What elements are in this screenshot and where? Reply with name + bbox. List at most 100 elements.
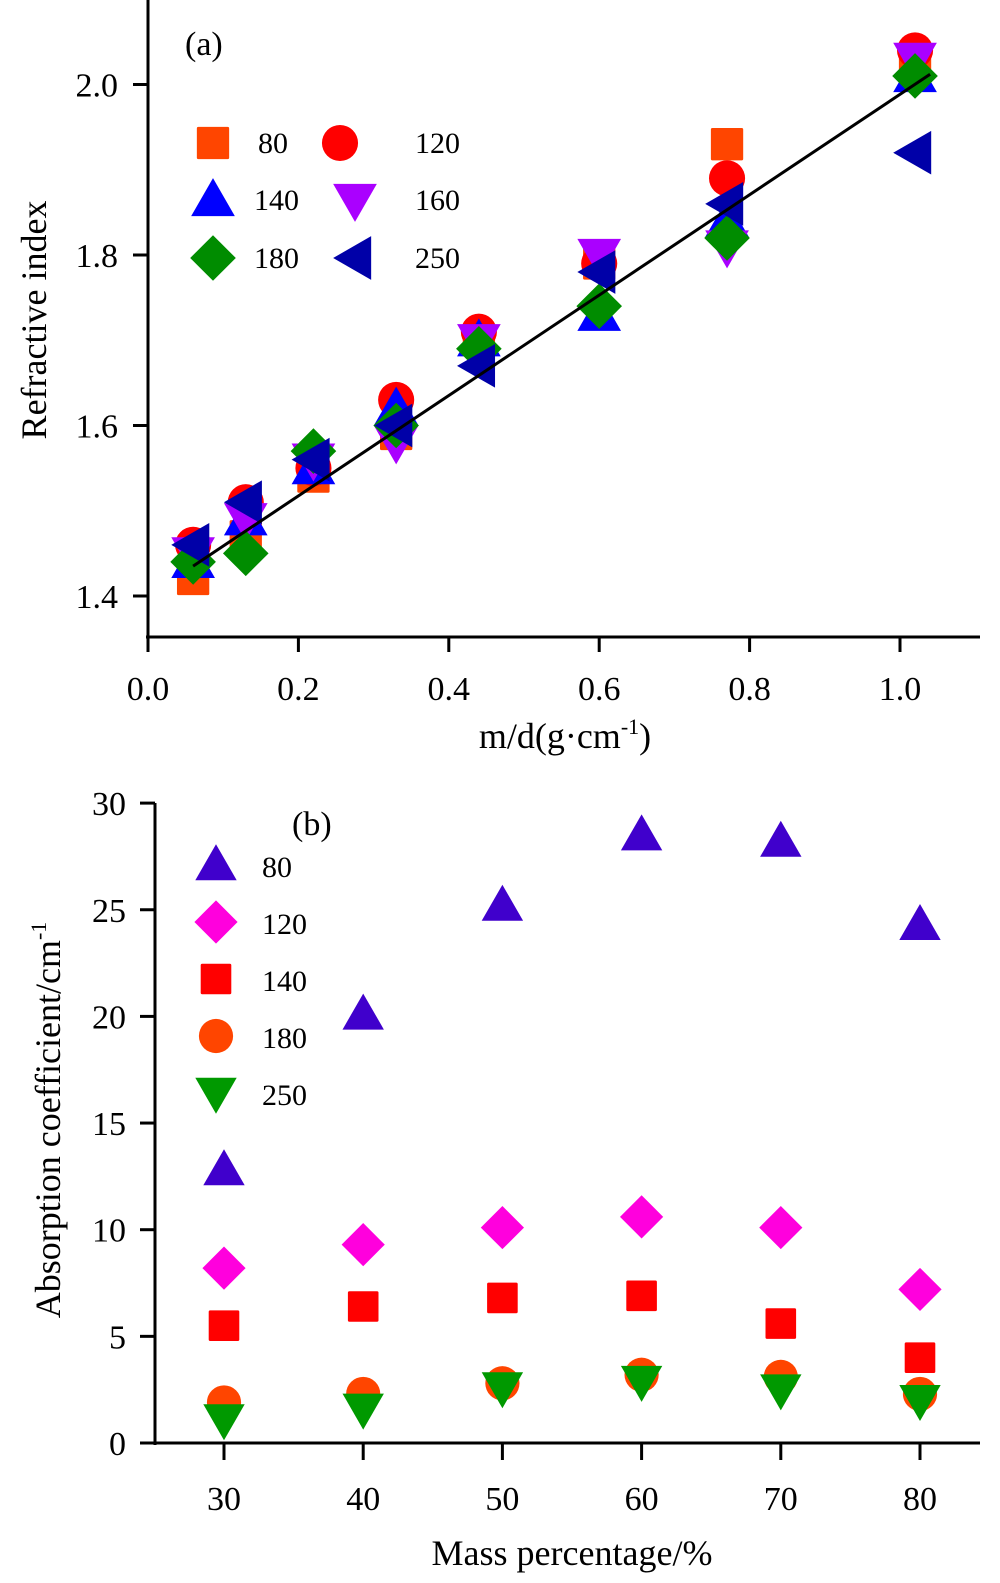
panel-a-series-120 [175,32,934,563]
panel-b-point-120 [341,1223,385,1267]
panel-b-x-axis-title: Mass percentage/% [432,1533,713,1573]
panel-b-point-250 [899,1385,941,1422]
panel-b-point-140 [487,1282,518,1314]
panel-b-legend-label: 80 [262,851,292,884]
panel-a-legend-item-140: 140 [191,178,299,217]
panel-b-y-tick-label: 0 [109,1426,126,1463]
legend-marker-triangle-left [333,236,372,280]
panel-b-point-250 [760,1374,802,1411]
panel-a-x-tick-label: 0.4 [428,671,471,708]
panel-b-point-120 [759,1205,803,1250]
panel-a-point-180 [704,215,750,261]
panel-b-y-tick-label: 25 [92,893,126,930]
panel-b-series-80 [203,814,941,1186]
panel-b-x-tick-label: 60 [625,1481,659,1518]
panel-b-legend-item-250: 250 [195,1077,307,1114]
panel-a-x-axis-title: m/d(g·cm-1) [479,714,651,756]
panel-a-legend-label: 160 [415,184,460,217]
panel-b-legend-item-120: 120 [194,900,307,944]
panel-b: 30 40 50 60 70 80 0 5 10 15 20 25 30 (b) Absorption … [26,786,980,1573]
panel-a-point-180 [892,53,938,99]
panel-b-y-tick-label: 15 [92,1106,126,1143]
panel-a-x-tick-label: 0.0 [127,671,170,708]
panel-a-point-250 [457,343,496,388]
panel-b-label: (b) [292,806,332,843]
panel-a-ticks: 0.0 0.2 0.4 0.6 0.8 1.0 1.4 1.6 1.8 2.0 [76,68,922,709]
panel-b-legend-item-180: 180 [198,1018,307,1055]
legend-marker-triangle-down [195,1077,237,1114]
panel-b-point-140 [347,1291,379,1322]
panel-a-y-tick-label: 1.8 [76,238,119,275]
panel-b-series-250 [203,1365,941,1441]
panel-a-legend-item-80: 80 [196,126,288,160]
panel-b-legend-label: 250 [262,1079,307,1112]
panel-a-point-160 [577,238,622,277]
panel-a-point-180 [222,530,269,577]
legend-marker-triangle-down [333,183,377,222]
panel-b-x-tick-label: 40 [346,1481,380,1518]
panel-a-point-250 [577,250,616,294]
panel-b-legend-label: 140 [262,965,307,998]
panel-b-point-120 [202,1246,246,1290]
panel-b-point-140 [208,1310,240,1341]
panel-a-series-160 [171,42,937,576]
panel-a-legend-label: 250 [415,242,460,275]
panel-a-x-tick-label: 1.0 [879,671,922,708]
panel-a-x-axis-title-sup: -1 [621,714,639,739]
legend-marker-triangle-up [195,844,237,881]
panel-a-x-axis-title-main: m/d(g·cm [479,716,621,756]
panel-b-points [202,814,942,1441]
panel-b-point-250 [203,1404,245,1441]
panel-b-series-180 [206,1357,938,1420]
panel-b-point-250 [481,1372,524,1409]
panel-a-y-tick-label: 2.0 [76,68,119,105]
panel-a-fit-line-group [192,73,931,568]
legend-marker-circle [321,124,359,162]
legend-marker-square [200,963,232,995]
panel-a-series-80 [176,42,932,596]
panel-a-series-250 [171,130,932,567]
panel-b-legend: 80 120 140 180 250 [194,844,307,1114]
legend-marker-diamond [194,900,238,944]
panel-a-label: (a) [185,26,223,63]
panel-a-legend-item-180: 180 [190,235,299,281]
panel-a-point-250 [291,437,330,482]
panel-a-legend-item-160: 160 [333,183,460,222]
panel-b-y-axis-title-main: Absorption coefficient/cm [28,940,68,1318]
panel-b-point-140 [904,1342,936,1373]
panel-b-legend-item-80: 80 [195,844,292,884]
panel-a-legend-label: 180 [254,242,299,275]
panel-a-point-80 [710,128,744,161]
legend-marker-diamond [190,235,236,281]
panel-b-x-tick-label: 30 [207,1481,241,1518]
panel-a-y-tick-label: 1.4 [76,579,119,616]
panel-b-series-140 [208,1280,936,1373]
panel-b-point-80 [203,1149,245,1186]
panel-a-legend-label: 80 [258,127,288,160]
panel-a-legend-label: 120 [415,127,460,160]
panel-a-x-tick-label: 0.6 [578,671,621,708]
panel-b-point-120 [480,1205,524,1250]
panel-a-x-tick-label: 0.2 [277,671,320,708]
panel-a-point-250 [705,182,744,226]
panel-a-point-180 [456,325,502,372]
panel-a-point-250 [893,130,932,175]
panel-a-points [170,32,938,596]
panel-b-point-140 [626,1280,657,1312]
panel-a-point-180 [576,283,622,329]
panel-b-x-tick-label: 50 [485,1481,519,1518]
panel-a-point-250 [223,480,262,525]
panel-b-point-250 [620,1365,663,1402]
panel-a-legend-label: 140 [254,184,299,217]
panel-a-legend-item-120: 120 [321,124,460,162]
panel-a-y-tick-label: 1.6 [76,409,119,446]
panel-b-legend-label: 120 [262,908,307,941]
panel-b-point-80 [342,993,384,1030]
legend-marker-triangle-up [191,178,235,217]
panel-b-y-axis-title-sup: -1 [26,922,51,940]
panel-b-y-tick-label: 10 [92,1213,126,1250]
panel-b-point-140 [765,1308,797,1339]
panel-a-fit-line [192,73,931,568]
panel-a-legend: 80 120 140 160 180 250 [190,124,460,281]
